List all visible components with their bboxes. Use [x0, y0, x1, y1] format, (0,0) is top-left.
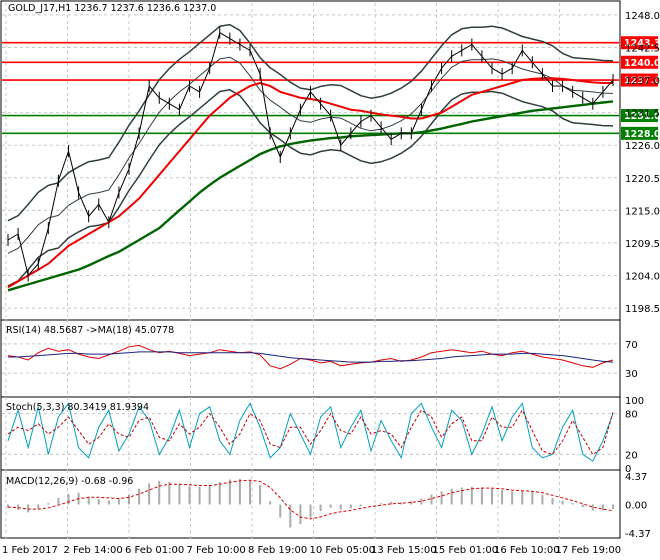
macd-tick-label: 4.37	[625, 472, 647, 483]
x-tick-label: 1 Feb 2017	[2, 545, 58, 556]
y-tick-label: 1204.0	[625, 272, 660, 283]
rsi-header: RSI(14) 48.5687 ->MA(18) 45.0778	[6, 325, 174, 336]
level-badge	[621, 126, 658, 140]
level-badge	[621, 109, 658, 123]
rsi-line	[7, 344, 614, 370]
x-tick-label: 6 Feb 01:00	[125, 545, 184, 556]
rsi-tick-label: 30	[625, 369, 638, 380]
rsi-ma-line	[8, 351, 614, 363]
level-badge	[621, 36, 658, 50]
rsi-tick-label: 70	[625, 340, 638, 351]
indicator-layer	[7, 344, 614, 528]
y-tick-label: 1226.0	[625, 141, 660, 152]
level-badge	[621, 55, 658, 69]
stoch-signal-line	[7, 409, 614, 456]
rsi-panel	[0, 319, 621, 398]
level-badge-label: 1243.3	[624, 38, 660, 49]
level-badge	[621, 73, 658, 87]
y-tick-label: 1237.0	[625, 76, 660, 87]
x-tick-label: 17 Feb 19:00	[556, 545, 622, 556]
x-tick-label: 15 Feb 01:00	[433, 545, 499, 556]
stoch-tick-label: 100	[625, 396, 644, 407]
axis-layer: 1 Feb 2017 2 Feb 14:00 6 Feb 01:00 7 Feb 10…	[2, 11, 660, 556]
levels-layer: 1243.3 1240.0 1237.0 1231.0 1228.0	[2, 36, 660, 140]
x-tick-label: 10 Feb 05:00	[310, 545, 376, 556]
level-badge-label: 1228.0	[624, 129, 660, 140]
ema-green-line	[7, 100, 614, 292]
macd-panel	[0, 469, 621, 539]
macd-tick-label: 0.00	[625, 501, 647, 512]
x-tick-label: 8 Feb 19:00	[248, 545, 307, 556]
y-tick-label: 1248.0	[625, 11, 660, 22]
level-badge-label: 1231.0	[624, 111, 660, 122]
macd-tick-label: -4.37	[625, 529, 651, 540]
stoch-panel	[0, 396, 621, 471]
x-tick-label: 2 Feb 14:00	[64, 545, 123, 556]
series-layer	[7, 23, 614, 292]
stoch-tick-label: 20	[625, 450, 638, 461]
level-badge-label: 1240.0	[624, 58, 660, 69]
grid-layer	[2, 3, 619, 539]
macd-signal-line	[7, 479, 614, 520]
y-tick-label: 1209.5	[625, 239, 660, 250]
x-tick-label: 16 Feb 10:00	[494, 545, 560, 556]
x-tick-label: 7 Feb 10:00	[187, 545, 246, 556]
level-badge-label: 1237.0	[624, 76, 660, 87]
stoch-tick-label: 0	[625, 464, 631, 475]
symbol-header: GOLD_J17,H1 1236.7 1237.6 1236.6 1237.0	[8, 3, 216, 14]
stoch-header: Stoch(5,3,3) 80.3419 81.9394	[6, 402, 149, 413]
macd-header: MACD(12,26,9) -0.68 -0.96	[6, 476, 133, 487]
price-line	[7, 32, 614, 276]
y-tick-label: 1220.5	[625, 174, 660, 185]
stoch-main-line	[7, 402, 614, 462]
y-tick-label: 1242.5	[625, 43, 660, 54]
y-tick-label: 1215.0	[625, 206, 660, 217]
main-price-panel	[0, 0, 621, 321]
stoch-tick-label: 80	[625, 410, 638, 421]
y-tick-label: 1198.5	[625, 304, 660, 315]
y-tick-label: 1231.5	[625, 109, 660, 120]
x-tick-label: 13 Feb 15:00	[371, 545, 437, 556]
